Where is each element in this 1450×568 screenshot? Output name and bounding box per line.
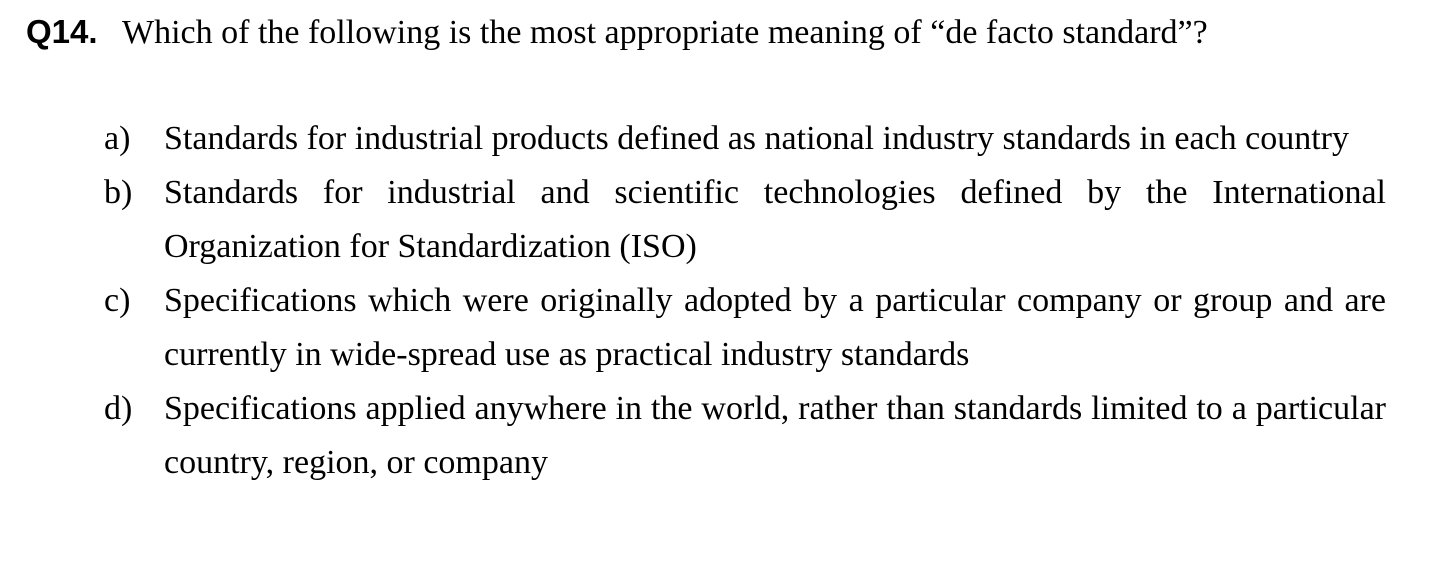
- choice-b: b) Standards for industrial and scientif…: [104, 166, 1386, 274]
- choice-text: Specifications applied anywhere in the w…: [164, 390, 1386, 481]
- choice-letter: d): [104, 390, 133, 427]
- choice-letter: c): [104, 282, 131, 319]
- question-header: Q14. Which of the following is the most a…: [26, 10, 1406, 55]
- choice-letter: a): [104, 120, 131, 157]
- choice-letter: b): [104, 174, 133, 211]
- choice-text: Standards for industrial products define…: [164, 120, 1349, 157]
- choice-text: Standards for industrial and scientific …: [164, 174, 1386, 265]
- choice-text: Specifications which were originally ado…: [164, 282, 1386, 373]
- question-text: Which of the following is the most appro…: [122, 14, 1208, 51]
- choice-d: d) Specifications applied anywhere in th…: [104, 382, 1386, 490]
- choice-c: c) Specifications which were originally …: [104, 274, 1386, 382]
- answer-choices: a) Standards for industrial products def…: [104, 112, 1386, 490]
- question-number: Q14.: [26, 13, 98, 50]
- choice-a: a) Standards for industrial products def…: [104, 112, 1386, 166]
